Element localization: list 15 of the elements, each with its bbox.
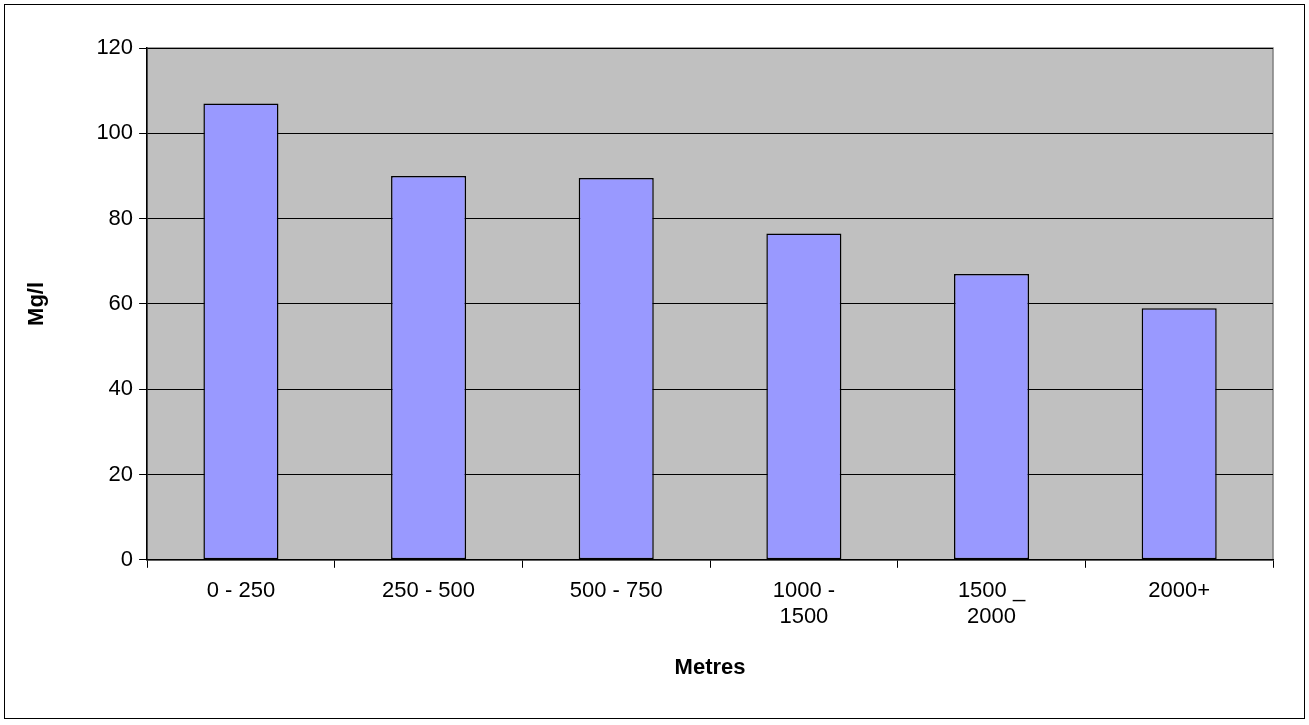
- y-tick-label: 60: [108, 289, 134, 315]
- x-tick-label: 500 - 750: [569, 577, 663, 603]
- x-tick-label: 1000 - 1500: [772, 577, 836, 629]
- x-tick-label: 0 - 250: [206, 577, 276, 603]
- y-tick-label: 0: [120, 545, 134, 571]
- x-tick-label: 1500 _ 2000: [957, 577, 1026, 629]
- x-tick-label: 250 - 500: [382, 577, 476, 603]
- y-tick-label: 20: [108, 460, 134, 486]
- y-tick-label: 120: [96, 34, 134, 60]
- y-tick-label: 80: [108, 204, 134, 230]
- x-axis-title: Metres: [674, 653, 746, 679]
- x-tick-label: 2000+: [1148, 577, 1211, 603]
- y-tick-label: 40: [108, 375, 134, 401]
- y-axis-title: Mg/l: [23, 281, 49, 326]
- y-tick-label: 100: [96, 119, 134, 145]
